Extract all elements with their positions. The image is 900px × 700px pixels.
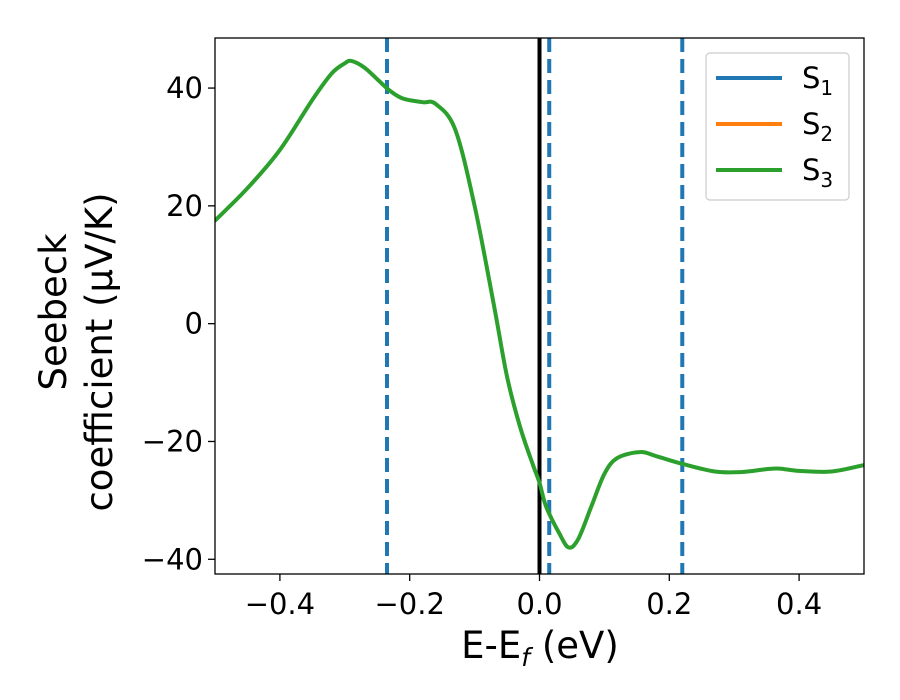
vertical-lines bbox=[384, 38, 685, 574]
x-tick-label: 0.2 bbox=[646, 587, 692, 621]
legend-label-s1: S1 bbox=[802, 61, 833, 100]
y-tick-label: −40 bbox=[142, 542, 203, 576]
y-axis-label-line2: coefficient (μV/K) bbox=[78, 192, 121, 511]
y-tick-label: 20 bbox=[166, 189, 203, 223]
legend-box bbox=[705, 52, 850, 201]
series-line-s3 bbox=[215, 58, 864, 550]
y-axis-ticks: −40 −20 0 20 40 bbox=[142, 71, 215, 576]
x-axis-label: E-Ef (eV) bbox=[461, 624, 619, 672]
plot-area bbox=[215, 38, 864, 574]
legend: S1 S2 S3 bbox=[705, 52, 850, 201]
y-tick-label: 40 bbox=[166, 71, 203, 105]
y-tick-label: −20 bbox=[142, 424, 203, 458]
x-tick-label: −0.4 bbox=[245, 587, 315, 621]
x-tick-label: 0.4 bbox=[776, 587, 822, 621]
y-tick-label: 0 bbox=[185, 307, 203, 341]
x-axis-ticks: −0.4 −0.2 0.0 0.2 0.4 bbox=[245, 574, 822, 621]
x-tick-label: 0.0 bbox=[516, 587, 562, 621]
y-axis-label-line1: Seebeck bbox=[32, 233, 75, 391]
legend-label-s3: S3 bbox=[802, 153, 833, 192]
x-tick-label: −0.2 bbox=[374, 587, 444, 621]
legend-label-s2: S2 bbox=[802, 107, 833, 146]
